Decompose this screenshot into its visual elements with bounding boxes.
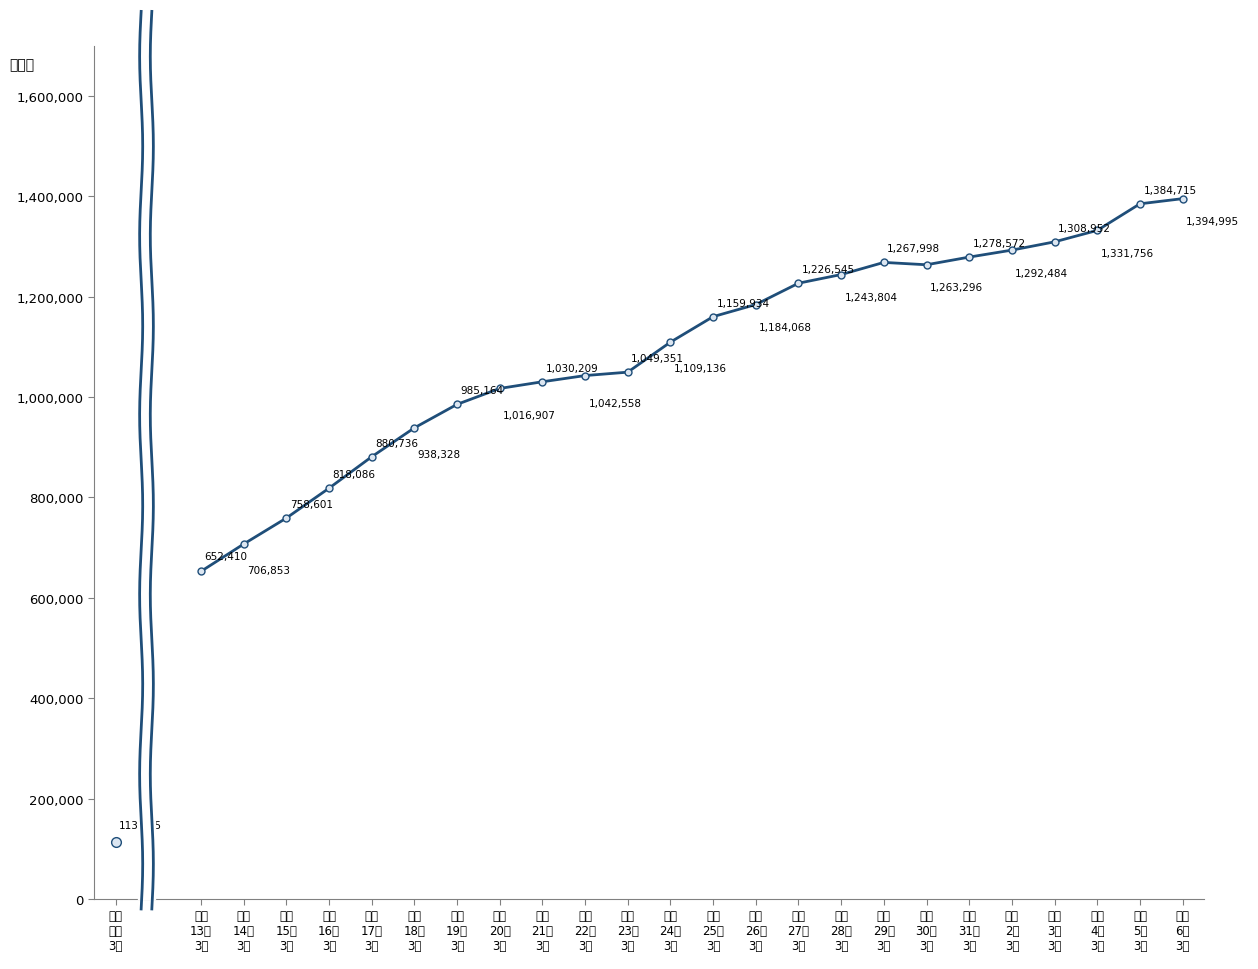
- Text: 1,308,952: 1,308,952: [1058, 224, 1111, 234]
- Text: 818,086: 818,086: [332, 470, 375, 480]
- Text: 1,292,484: 1,292,484: [1015, 268, 1068, 278]
- Text: 1,042,558: 1,042,558: [589, 399, 642, 409]
- Text: 1,331,756: 1,331,756: [1101, 249, 1154, 259]
- Text: 1,030,209: 1,030,209: [546, 363, 599, 373]
- Text: 1,384,715: 1,384,715: [1144, 186, 1196, 196]
- Text: 985,164: 985,164: [460, 386, 503, 396]
- Text: 1,226,545: 1,226,545: [801, 265, 855, 275]
- Y-axis label: （底）: （底）: [10, 58, 35, 72]
- Text: 938,328: 938,328: [418, 450, 460, 459]
- Text: 1,109,136: 1,109,136: [674, 364, 727, 374]
- Text: 1,243,804: 1,243,804: [844, 293, 897, 303]
- Text: 1,278,572: 1,278,572: [972, 238, 1025, 249]
- Text: 113,205: 113,205: [120, 820, 162, 829]
- Text: 1,016,907: 1,016,907: [503, 410, 556, 421]
- Text: 1,394,995: 1,394,995: [1186, 217, 1239, 227]
- Text: 1,049,351: 1,049,351: [632, 354, 684, 363]
- Text: 758,601: 758,601: [289, 500, 332, 510]
- Text: 1,267,998: 1,267,998: [887, 244, 941, 254]
- Text: 1,184,068: 1,184,068: [760, 323, 813, 332]
- Text: 880,736: 880,736: [375, 438, 418, 449]
- Text: 652,410: 652,410: [204, 551, 248, 562]
- Text: 1,263,296: 1,263,296: [930, 283, 982, 293]
- Text: 706,853: 706,853: [247, 566, 291, 576]
- Text: 1,159,934: 1,159,934: [717, 298, 770, 308]
